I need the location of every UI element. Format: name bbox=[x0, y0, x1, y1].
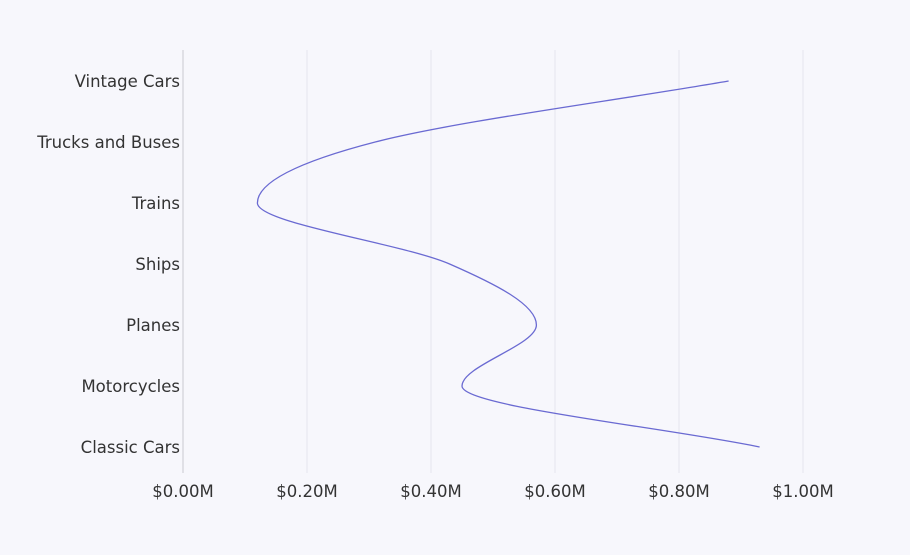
x-tick-label: $0.60M bbox=[524, 482, 585, 501]
y-tick-label: Trucks and Buses bbox=[36, 133, 180, 152]
gridlines bbox=[306, 50, 804, 473]
x-tick-label: $0.40M bbox=[400, 482, 461, 501]
data-point bbox=[726, 78, 732, 84]
x-tick-label: $0.80M bbox=[648, 482, 709, 501]
data-point bbox=[533, 322, 539, 328]
x-tick-label: $0.20M bbox=[276, 482, 337, 501]
y-tick-label: Ships bbox=[135, 255, 180, 274]
data-point bbox=[447, 261, 453, 267]
data-point bbox=[459, 383, 465, 389]
series bbox=[254, 78, 763, 450]
x-tick-label: $0.00M bbox=[152, 482, 213, 501]
data-point bbox=[757, 444, 763, 450]
y-tick-label: Classic Cars bbox=[81, 438, 180, 457]
data-point bbox=[254, 200, 260, 206]
y-tick-label: Trains bbox=[131, 194, 180, 213]
series-line bbox=[256, 80, 760, 448]
y-tick-label: Vintage Cars bbox=[75, 72, 180, 91]
y-tick-label: Motorcycles bbox=[81, 377, 180, 396]
x-tick-label: $1.00M bbox=[772, 482, 833, 501]
y-tick-label: Planes bbox=[126, 316, 180, 335]
y-tick-labels: Vintage Cars Trucks and Buses Trains Ships P… bbox=[36, 72, 180, 457]
data-point bbox=[372, 139, 378, 145]
x-tick-labels: $0.00M $0.20M $0.40M $0.60M $0.80M $1.00M bbox=[152, 482, 833, 501]
